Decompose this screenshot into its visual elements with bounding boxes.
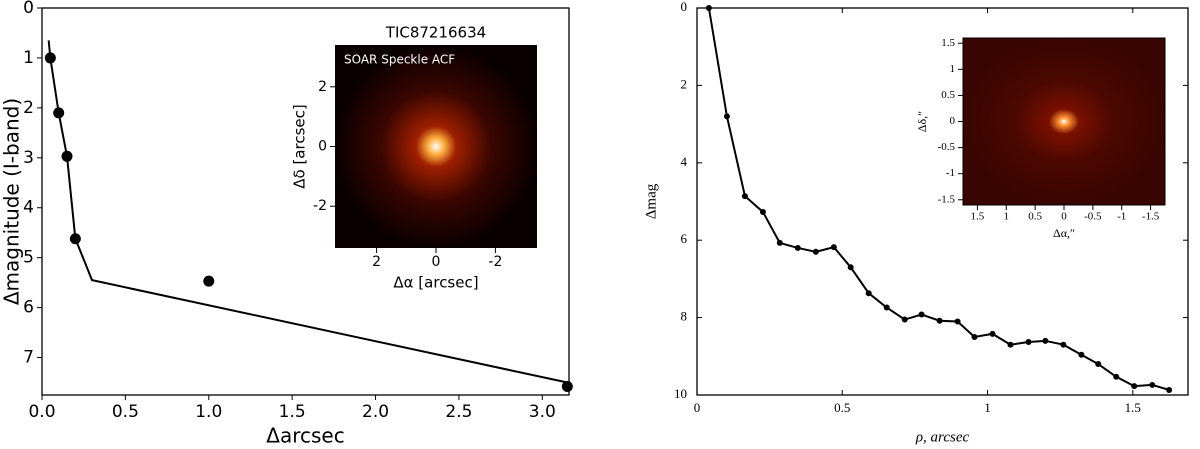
point: [776, 239, 783, 246]
point: [989, 330, 996, 337]
x-tick-label: -1: [1117, 211, 1126, 223]
point: [1149, 381, 1156, 388]
x-tick-label: 0.5: [1028, 211, 1042, 223]
y-tick-label: 8: [681, 309, 688, 324]
inset-x-label: Δα,″: [1053, 226, 1075, 240]
point: [203, 275, 215, 287]
point: [705, 5, 712, 11]
y-tick-label: 1: [950, 63, 956, 75]
x-tick-label: 1.5: [971, 211, 985, 223]
point: [1078, 351, 1085, 358]
inset-y-label: Δδ [arcsec]: [291, 104, 309, 188]
y-tick-label: 6: [681, 231, 688, 246]
point: [1131, 383, 1138, 390]
point: [723, 113, 730, 120]
x-tick-label: 3.0: [529, 402, 556, 422]
x-tick-label: 0.5: [112, 402, 139, 422]
x-tick-label: 0: [694, 400, 701, 415]
x-tick-label: 2.5: [445, 402, 472, 422]
point: [44, 52, 56, 64]
x-tick-label: 2.0: [362, 402, 389, 422]
y-axis-label: Δmagnitude (I-band): [0, 98, 24, 305]
x-tick-label: 0: [1061, 211, 1067, 223]
y-tick-label: 2: [23, 98, 34, 118]
x-tick-label: -2: [488, 254, 502, 270]
x-tick-label: -0.5: [1084, 211, 1102, 223]
y-tick-label: 10: [674, 386, 687, 401]
y-tick-label: 0: [681, 0, 688, 14]
point: [1166, 386, 1173, 393]
plot-frame: [696, 7, 1189, 396]
inset-image: [335, 45, 537, 248]
y-tick-label: 0: [23, 0, 34, 18]
point: [901, 316, 908, 323]
x-tick-label: 1: [1004, 211, 1010, 223]
y-tick-label: 4: [23, 198, 34, 218]
x-tick-label: 0: [432, 254, 441, 270]
x-tick-label: 2: [372, 254, 381, 270]
y-tick-label: 4: [681, 154, 688, 169]
inset-title: TIC87216634: [385, 24, 486, 42]
point: [954, 318, 961, 325]
point: [759, 208, 766, 215]
point: [865, 290, 872, 297]
inset-y-label: Δδ,″: [915, 111, 929, 132]
y-tick-label: 2: [681, 76, 688, 91]
y-tick-label: 2: [318, 79, 327, 95]
point: [830, 244, 837, 251]
inset-x-label: Δα [arcsec]: [393, 274, 478, 292]
x-axis-label: Δarcsec: [266, 424, 344, 448]
point: [1042, 337, 1049, 344]
plot-frame: [41, 7, 570, 396]
point: [61, 150, 73, 162]
y-tick-label: 6: [23, 298, 34, 318]
point: [1113, 373, 1120, 380]
point: [794, 244, 801, 251]
point: [1007, 341, 1014, 348]
y-tick-label: -1: [946, 167, 955, 179]
x-tick-label: 1.5: [1125, 400, 1141, 415]
point: [1025, 338, 1032, 345]
point: [741, 193, 748, 200]
point: [53, 107, 65, 119]
y-tick-label: 0: [318, 139, 327, 155]
inset-label: SOAR Speckle ACF: [344, 53, 455, 67]
point: [812, 248, 819, 255]
inset-image: [963, 38, 1165, 205]
y-tick-label: -1.5: [938, 193, 956, 205]
point: [561, 381, 573, 393]
point: [69, 233, 81, 245]
point: [1060, 341, 1067, 348]
x-tick-label: 1.5: [279, 402, 306, 422]
y-tick-label: -2: [313, 198, 327, 214]
point: [971, 333, 978, 340]
y-tick-label: 0.5: [941, 89, 955, 101]
y-tick-label: -0.5: [938, 141, 956, 153]
point: [1095, 361, 1102, 368]
x-tick-label: -1.5: [1142, 211, 1160, 223]
point: [918, 311, 925, 318]
point: [883, 304, 890, 311]
y-tick-label: 7: [23, 348, 34, 368]
point: [847, 264, 854, 271]
left-panel: 0.0 0.5 1.0 1.5 2.0 2.5 3.0 0 1 2 3 4 5 6 7 Δarcsec Δmag…: [0, 0, 573, 448]
point: [936, 317, 943, 324]
y-tick-label: 1.5: [941, 37, 955, 49]
x-tick-label: 0.5: [834, 400, 850, 415]
x-tick-label: 1.0: [195, 402, 222, 422]
y-tick-label: 1: [23, 48, 34, 68]
y-tick-label: 3: [23, 148, 34, 168]
x-axis-label: ρ, arcsec: [915, 429, 970, 445]
y-axis-label: Δmag: [643, 183, 659, 219]
y-tick-label: 5: [23, 248, 34, 268]
y-tick-label: 0: [950, 115, 956, 127]
x-tick-label: 0.0: [28, 402, 55, 422]
x-tick-label: 1: [984, 400, 991, 415]
